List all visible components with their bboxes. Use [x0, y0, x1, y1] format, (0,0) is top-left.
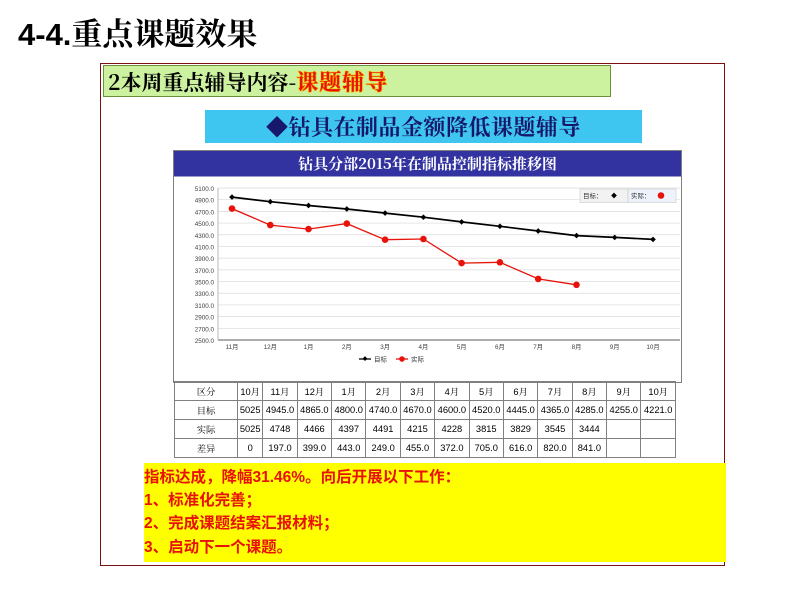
svg-text:实际: 实际 [411, 355, 425, 364]
svg-text:5月: 5月 [457, 343, 467, 351]
svg-text:目标: 目标 [374, 355, 388, 364]
svg-text:3月: 3月 [380, 343, 390, 351]
svg-text:3300.0: 3300.0 [195, 291, 215, 298]
svg-text:7月: 7月 [533, 343, 543, 351]
svg-text:12月: 12月 [264, 343, 277, 351]
svg-text:1月: 1月 [304, 343, 314, 351]
svg-text:2900.0: 2900.0 [195, 315, 215, 322]
svg-text:2月: 2月 [342, 343, 352, 351]
svg-text:4100.0: 4100.0 [195, 244, 215, 251]
svg-text:9月: 9月 [610, 343, 620, 351]
svg-text:4900.0: 4900.0 [195, 198, 215, 205]
svg-text:3700.0: 3700.0 [195, 268, 215, 275]
svg-text:10月: 10月 [646, 343, 659, 351]
svg-text:实际：: 实际： [631, 191, 651, 200]
svg-text:8月: 8月 [572, 343, 582, 351]
svg-text:6月: 6月 [495, 343, 505, 351]
svg-text:4月: 4月 [418, 343, 428, 351]
svg-text:11月: 11月 [226, 343, 239, 351]
svg-text:4700.0: 4700.0 [195, 209, 215, 216]
svg-text:4500.0: 4500.0 [195, 221, 215, 228]
svg-text:5100.0: 5100.0 [195, 186, 215, 193]
svg-text:3500.0: 3500.0 [195, 280, 215, 287]
svg-text:2700.0: 2700.0 [195, 326, 215, 333]
svg-text:3100.0: 3100.0 [195, 303, 215, 310]
svg-text:目标：: 目标： [583, 191, 603, 200]
svg-text:4300.0: 4300.0 [195, 233, 215, 240]
svg-text:2500.0: 2500.0 [195, 338, 215, 345]
svg-text:3900.0: 3900.0 [195, 256, 215, 263]
